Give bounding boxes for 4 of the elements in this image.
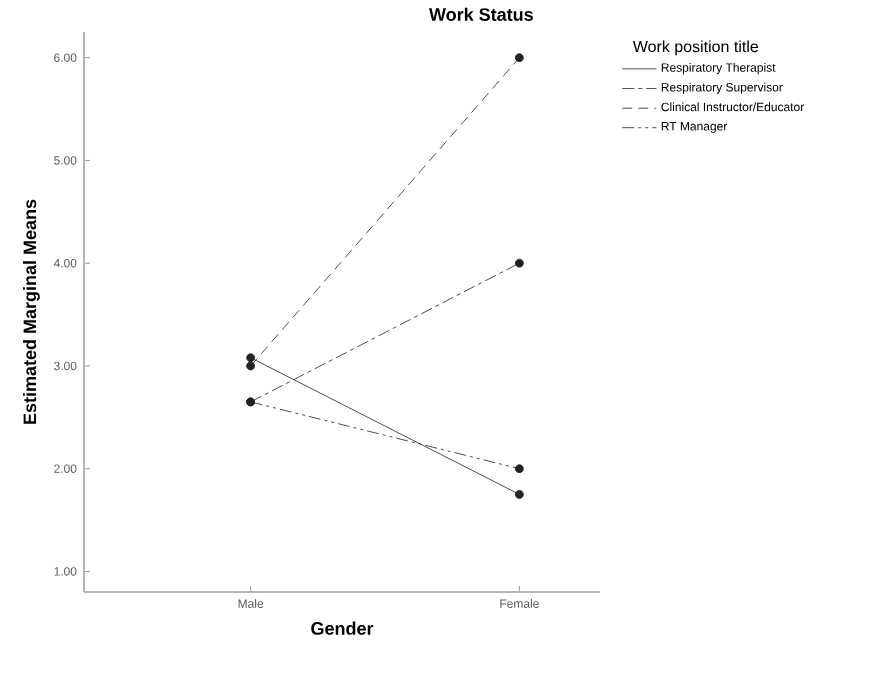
chart-title: Work Status [429,7,533,21]
y-axis-title: Estimated Marginal Means [22,199,40,424]
x-axis-title: Gender [311,621,374,635]
legend-title: Work position title [632,40,759,56]
